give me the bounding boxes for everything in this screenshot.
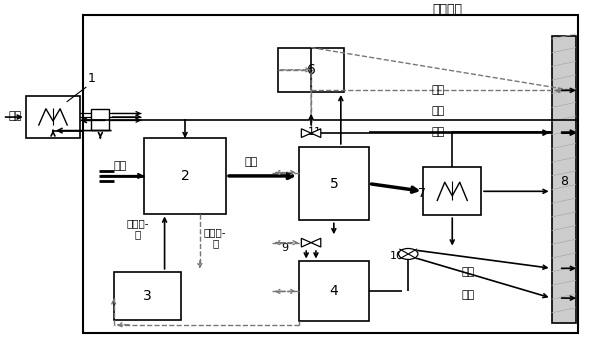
Text: 制热: 制热 xyxy=(432,127,445,137)
Bar xyxy=(84,15,578,333)
Bar xyxy=(26,96,81,138)
Text: 蒸汽: 蒸汽 xyxy=(461,290,475,300)
Text: 2: 2 xyxy=(181,169,190,183)
Text: 8: 8 xyxy=(560,175,569,188)
Text: 空气: 空气 xyxy=(8,111,21,121)
Polygon shape xyxy=(311,238,321,247)
Text: 厂房边界: 厂房边界 xyxy=(432,3,463,17)
Text: 3: 3 xyxy=(143,289,151,303)
Text: 9: 9 xyxy=(281,244,288,254)
Text: 5: 5 xyxy=(330,177,339,191)
Bar xyxy=(271,226,442,325)
Polygon shape xyxy=(311,129,321,138)
Text: 1: 1 xyxy=(87,72,95,85)
Text: 制热: 制热 xyxy=(461,267,475,277)
Text: 烟气: 烟气 xyxy=(245,157,258,167)
Text: 11: 11 xyxy=(308,127,322,137)
Text: 电力: 电力 xyxy=(432,85,445,95)
Bar xyxy=(113,272,181,320)
Text: 7: 7 xyxy=(418,187,426,199)
Bar xyxy=(299,147,369,220)
Bar xyxy=(144,138,226,214)
Bar xyxy=(299,262,369,321)
Polygon shape xyxy=(301,129,311,138)
Bar xyxy=(551,36,576,323)
Bar xyxy=(423,167,481,215)
Text: 缸套水-
入: 缸套水- 入 xyxy=(126,218,149,239)
Bar xyxy=(278,48,345,92)
Text: 4: 4 xyxy=(330,284,339,298)
Polygon shape xyxy=(301,238,311,247)
Bar xyxy=(271,41,384,157)
Text: 缸套水-
出: 缸套水- 出 xyxy=(204,227,226,248)
Text: 10: 10 xyxy=(390,252,404,262)
Circle shape xyxy=(398,248,418,259)
Text: 制冷: 制冷 xyxy=(432,106,445,116)
Text: 燃气: 燃气 xyxy=(113,161,126,171)
Bar xyxy=(92,109,109,130)
Text: 6: 6 xyxy=(307,63,315,77)
